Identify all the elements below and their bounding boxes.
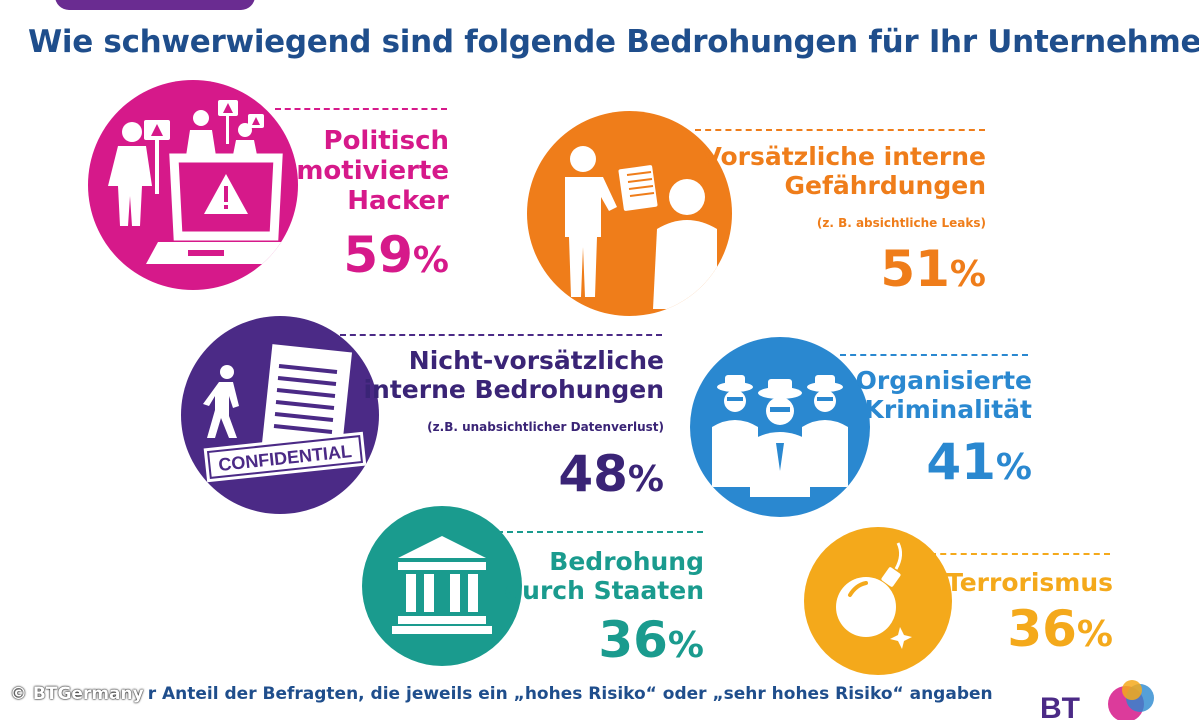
organised-crime-circle <box>690 337 870 517</box>
terrorism-label: Terrorismus <box>946 568 1113 597</box>
value-number: 36 <box>598 611 668 669</box>
label-line: Hacker <box>347 186 449 217</box>
label-line: Terrorismus <box>945 568 1113 597</box>
label-line: Kriminalität <box>864 395 1032 424</box>
label-line: Vorsätzliche interne <box>702 142 986 171</box>
value-unit: % <box>995 447 1032 488</box>
protesters-laptop-icon <box>108 100 294 264</box>
footer-text: r Anteil der Befragten, die jeweils ein … <box>147 684 993 704</box>
page-title: Wie schwerwiegend sind folgende Bedrohun… <box>28 24 1199 60</box>
logo-text: BT <box>1040 692 1080 720</box>
internal-unintentional-circle: CONFIDENTIAL <box>181 316 379 514</box>
label-line: interne Bedrohungen <box>363 375 664 404</box>
organised-crime-divider <box>840 354 1028 356</box>
internal-intentional-note: (z. B. absichtliche Leaks) <box>816 216 986 230</box>
value-number: 51 <box>880 240 950 298</box>
terrorism-value: 36% <box>1007 604 1113 654</box>
internal-intentional-label: Vorsätzliche interne Gefährdungen <box>702 142 986 200</box>
internal-intentional-circle <box>527 111 732 316</box>
government-building-icon <box>392 536 492 634</box>
value-number: 41 <box>926 433 996 491</box>
organised-crime-value: 41% <box>926 437 1032 487</box>
header-bar <box>55 0 255 10</box>
internal-intentional-divider <box>695 129 985 131</box>
value-number: 48 <box>558 445 628 503</box>
copyright-text: © BTGermany <box>10 684 144 704</box>
terrorism-circle <box>804 527 952 675</box>
internal-intentional-value: 51% <box>880 244 986 294</box>
state-threat-circle <box>362 506 522 666</box>
label-line: durch Staaten <box>504 576 704 605</box>
value-number: 36 <box>1007 600 1077 658</box>
value-unit: % <box>627 459 664 500</box>
political-hacker-value: 59% <box>343 230 449 280</box>
value-number: 59 <box>343 226 413 284</box>
political-hacker-label: Politisch motivierte Hacker <box>296 126 449 216</box>
political-hacker-circle <box>88 80 298 290</box>
internal-unintentional-value: 48% <box>558 449 664 499</box>
label-line: Bedrohung <box>549 547 704 576</box>
label-line: Politisch <box>323 126 449 156</box>
label-line: motivierte <box>296 156 449 187</box>
internal-unintentional-note: (z.B. unabsichtlicher Datenverlust) <box>427 420 664 434</box>
document-handover-icon <box>563 146 717 309</box>
political-hacker-divider <box>275 108 447 110</box>
confidential-document-icon: CONFIDENTIAL <box>203 344 367 483</box>
organised-crime-label: Organisierte Kriminalität <box>856 366 1032 424</box>
bomb-icon <box>836 542 912 649</box>
value-unit: % <box>667 625 704 666</box>
terrorism-divider <box>930 553 1110 555</box>
state-threat-label: Bedrohung durch Staaten <box>504 547 704 605</box>
gangsters-icon <box>712 375 848 497</box>
label-line: Nicht-vorsätzliche <box>408 346 664 375</box>
label-line: Gefährdungen <box>784 171 987 200</box>
value-unit: % <box>412 240 449 281</box>
state-threat-value: 36% <box>598 615 704 665</box>
internal-unintentional-divider <box>340 334 662 336</box>
value-unit: % <box>949 254 986 295</box>
footer-note: © BTGermany r Anteil der Befragten, die j… <box>10 684 993 704</box>
bt-logo: BT <box>1040 680 1154 720</box>
label-line: Organisierte <box>855 366 1032 395</box>
state-threat-divider <box>497 531 703 533</box>
internal-unintentional-label: Nicht-vorsätzliche interne Bedrohungen <box>363 346 664 404</box>
value-unit: % <box>1076 614 1113 655</box>
